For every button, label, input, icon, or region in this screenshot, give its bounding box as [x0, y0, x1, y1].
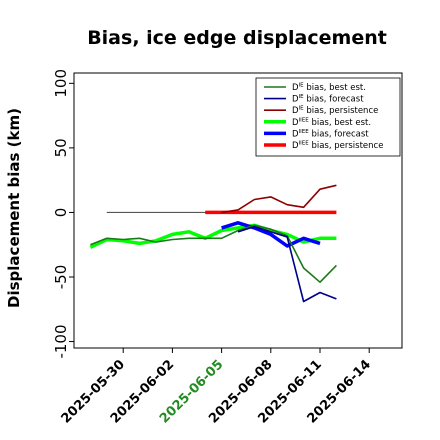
- series-line-diiee_forecast: [221, 221, 321, 248]
- legend-label-superscript: IE: [299, 83, 305, 89]
- legend-label-symbol: D: [292, 118, 299, 128]
- legend-label-de_persistence: DIE bias, persistence: [292, 106, 378, 117]
- legend-box: [255, 77, 401, 157]
- legend-label-symbol: D: [292, 129, 299, 139]
- legend-label-de_best: DIE bias, best est.: [292, 83, 366, 94]
- series-line-diiee_best: [89, 223, 337, 249]
- legend-label-text: bias, persistence: [304, 106, 379, 116]
- legend-label-superscript: IIEE: [299, 117, 310, 123]
- legend-label-text: bias, forecast: [309, 129, 370, 139]
- legend: DIE bias, best est.DIE bias, forecastDIE…: [255, 77, 401, 157]
- series-line-de_persistence: [221, 184, 337, 214]
- legend-label-superscript: IIEE: [299, 129, 310, 135]
- legend-label-diiee_persistence: DIIEE bias, persistence: [292, 141, 383, 152]
- legend-label-text: bias, best est.: [309, 118, 371, 128]
- legend-label-symbol: D: [292, 95, 299, 105]
- legend-label-diiee_best: DIIEE bias, best est.: [292, 117, 371, 128]
- chart-title: Bias, ice edge displacement: [87, 27, 387, 49]
- y-tick-label: 50: [52, 138, 70, 157]
- plot-area: [89, 184, 337, 303]
- legend-label-text: bias, forecast: [304, 95, 365, 105]
- series-line-de_forecast: [237, 225, 337, 303]
- legend-label-superscript: IE: [299, 106, 305, 112]
- legend-label-diiee_forecast: DIIEE bias, forecast: [292, 129, 369, 140]
- series-line-de_best: [90, 224, 337, 284]
- plot-frame: [73, 72, 403, 349]
- y-tick-label: -50: [52, 265, 70, 290]
- legend-label-symbol: D: [292, 83, 299, 93]
- legend-label-symbol: D: [292, 141, 299, 151]
- legend-label-de_forecast: DIE bias, forecast: [292, 94, 364, 105]
- legend-label-symbol: D: [292, 106, 299, 116]
- y-tick-label: 0: [52, 208, 70, 218]
- y-axis-label: Displacement bias (km): [5, 108, 23, 308]
- legend-label-superscript: IIEE: [299, 141, 310, 147]
- legend-label-superscript: IE: [299, 94, 305, 100]
- legend-label-text: bias, best est.: [304, 83, 366, 93]
- y-tick-label: -100: [52, 325, 70, 359]
- y-tick-label: 100: [52, 69, 70, 98]
- legend-label-text: bias, persistence: [309, 141, 384, 151]
